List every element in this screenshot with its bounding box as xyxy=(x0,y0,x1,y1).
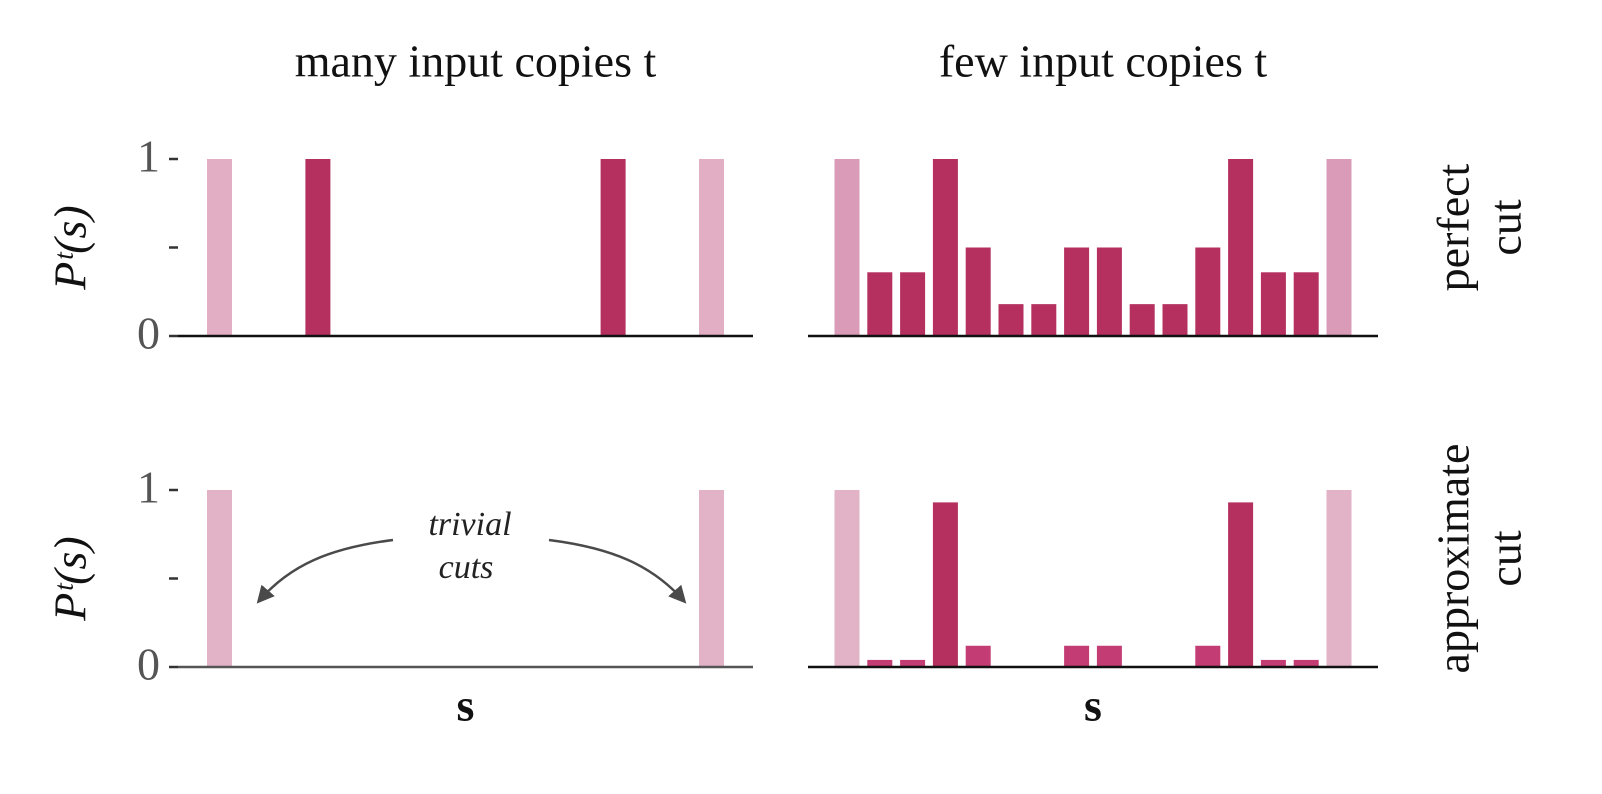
bar xyxy=(1162,304,1188,336)
bar xyxy=(207,490,232,667)
bar xyxy=(932,159,958,336)
bar xyxy=(305,159,331,336)
row-label: cut xyxy=(1480,530,1531,586)
bar xyxy=(965,247,991,336)
annotation: cuts xyxy=(439,549,494,586)
bar xyxy=(998,304,1024,336)
annotation-arrow xyxy=(256,538,394,604)
y-tick-label: 1 xyxy=(137,462,160,513)
bar xyxy=(834,159,860,336)
bar xyxy=(900,659,926,667)
bar xyxy=(600,159,626,336)
bar xyxy=(1096,247,1122,336)
bar xyxy=(207,159,232,336)
bar xyxy=(1293,659,1319,667)
y-axis-label: Pᵗ(s) xyxy=(45,536,96,621)
bar xyxy=(867,272,893,336)
bar xyxy=(1260,272,1286,336)
y-tick-label: 1 xyxy=(137,131,160,182)
row-label: perfect xyxy=(1428,163,1479,291)
panel-title: few input copies t xyxy=(939,36,1268,87)
annotation-arrow xyxy=(548,538,687,604)
bar xyxy=(1096,645,1122,667)
bar xyxy=(1031,304,1057,336)
bar xyxy=(1228,502,1254,667)
y-tick-label: 0 xyxy=(137,308,160,359)
x-axis-label: s xyxy=(1084,680,1102,731)
y-axis-label: Pᵗ(s) xyxy=(45,205,96,290)
bar xyxy=(1195,247,1221,336)
bar xyxy=(932,502,958,667)
bar xyxy=(965,645,991,667)
bar xyxy=(834,490,860,667)
bar xyxy=(1228,159,1254,336)
x-axis-label: s xyxy=(457,680,475,731)
bar xyxy=(1129,304,1155,336)
bar xyxy=(1064,247,1090,336)
bar xyxy=(1326,490,1352,667)
bar xyxy=(699,490,724,667)
row-label: cut xyxy=(1480,199,1531,255)
bar xyxy=(1326,159,1352,336)
bar xyxy=(699,159,724,336)
bar xyxy=(900,272,926,336)
bar xyxy=(1195,645,1221,667)
y-tick-label: 0 xyxy=(137,639,160,690)
row-label: approximate xyxy=(1428,444,1479,674)
annotation: trivial xyxy=(428,506,511,543)
bar xyxy=(1293,272,1319,336)
bar xyxy=(867,659,893,667)
panel-title: many input copies t xyxy=(295,36,657,87)
bar xyxy=(1064,645,1090,667)
bar xyxy=(1260,659,1286,667)
